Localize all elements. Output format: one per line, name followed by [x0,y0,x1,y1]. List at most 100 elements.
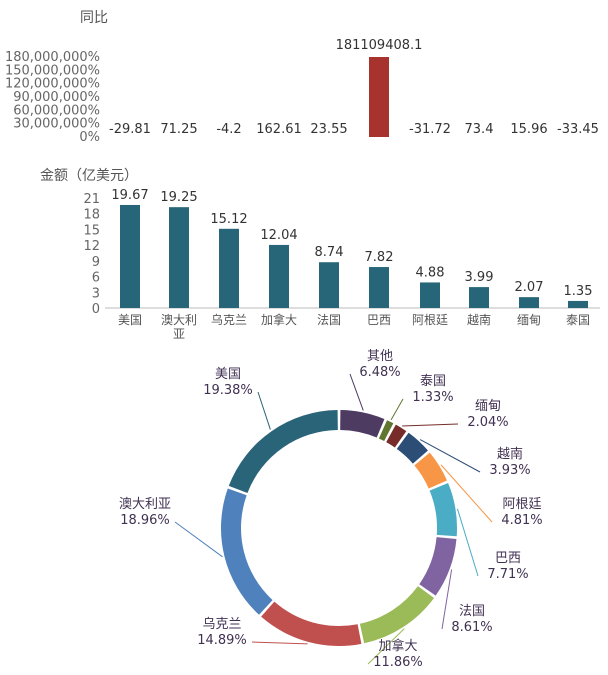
donut-percent-label: 19.38% [203,383,253,398]
donut-percent-label: 7.71% [487,567,528,582]
chart1-value-label: 71.25 [160,122,197,137]
donut-leader-line [257,391,271,430]
chart2-category-label: 越南 [467,312,491,327]
chart2-ytick: 21 [83,192,100,207]
donut-category-label: 越南 [497,446,523,462]
chart2-ytick: 0 [92,302,100,317]
donut-slice [228,410,338,494]
donut-slice [340,410,385,438]
chart2-category-label: 巴西 [367,313,391,327]
chart1-ytick: 90,000,000% [13,90,100,105]
donut-category-label: 缅甸 [475,399,501,414]
donut-leader-line [440,464,493,523]
donut-category-label: 美国 [215,367,241,382]
donut-percent-label: 14.89% [197,633,247,648]
chart2-value-label: 2.07 [515,280,544,295]
chart2-category-label: 缅甸 [517,313,541,327]
chart1-ytick: 60,000,000% [13,103,100,118]
chart2-value-label: 4.88 [416,265,445,280]
chart2-value-label: 19.25 [160,190,197,205]
donut-leader-line [456,508,479,577]
donut-category-label: 乌克兰 [202,616,241,632]
chart2-value-label: 12.04 [260,228,297,243]
chart1-bar [369,57,389,137]
chart1-ytick: 150,000,000% [5,63,100,78]
donut-category-label: 巴西 [495,551,521,566]
chart2-value-label: 15.12 [210,212,247,227]
chart2-value-label: 8.74 [315,245,344,260]
chart1-ytick: 180,000,000% [5,50,100,65]
chart2-ytick: 15 [83,223,100,238]
donut-category-label: 法国 [459,604,485,619]
chart2-bar [568,300,588,308]
chart2-ytick: 3 [92,286,100,301]
donut-percent-label: 6.48% [359,365,400,380]
chart1-value-label: -4.2 [216,122,241,137]
donut-slice [396,432,428,464]
chart2-bar [519,297,539,308]
chart2-bar [420,282,440,308]
donut-slice [261,601,362,646]
chart2-bar [269,244,289,308]
chart1-value-label: 23.55 [310,122,347,137]
chart1-value-label: 15.96 [510,122,547,137]
donut-slice [378,420,394,442]
donut-percent-label: 4.81% [501,513,542,528]
donut-slice [386,424,407,448]
chart2-bar [469,287,489,308]
donut-percent-label: 1.33% [412,390,453,405]
chart1-title: 同比 [80,10,108,26]
donut-slice [429,483,458,537]
chart2-value-label: 3.99 [465,270,494,285]
chart2-bar [169,207,189,308]
chart1-ytick: 30,000,000% [13,117,100,132]
chart2-bar [120,204,140,308]
chart2-ytick: 9 [92,255,100,270]
chart2-ytick: 6 [92,271,100,286]
chart1-ytick: 120,000,000% [5,77,100,92]
chart2-ytick: 12 [83,239,100,254]
chart2-bar [219,228,239,308]
donut-category-label: 加拿大 [378,638,417,654]
chart2-category-label: 美国 [118,313,142,327]
chart2-bar [319,262,339,308]
chart1-value-label: -33.45 [557,122,599,137]
chart2-value-label: 1.35 [564,284,593,299]
donut-slice [414,452,447,489]
donut-category-label: 泰国 [420,374,446,389]
chart2-category-label: 加拿大 [261,312,297,327]
donut-leader-line [251,641,308,645]
donut-category-label: 其他 [367,349,393,364]
chart2-ytick: 18 [83,208,100,223]
chart2-value-label: 7.82 [365,250,394,265]
chart2-bar [369,267,389,308]
donut-category-label: 阿根廷 [502,497,541,512]
chart2-value-label: 19.67 [111,188,148,203]
donut-slice [221,488,273,615]
chart2-title: 金额（亿美元） [40,168,138,184]
chart1-value-label: 73.4 [465,122,494,137]
donut-percent-label: 3.93% [489,463,530,478]
donut-leader-line [174,521,223,558]
chart2-category-label: 泰国 [566,313,590,327]
donut-percent-label: 2.04% [467,415,508,430]
donut-category-label: 澳大利亚 [119,496,171,512]
donut-slice [419,537,457,596]
chart1-value-label: 181109408.1 [336,38,423,53]
donut-leader-line [402,423,459,427]
donut-percent-label: 11.86% [373,655,423,670]
donut-leader-line [367,628,405,665]
chart2-category-label: 乌克兰 [211,312,247,327]
chart1-value-label: -29.81 [109,122,151,137]
donut-leader-line [390,398,404,421]
chart2-category-label: 阿根廷 [412,313,448,327]
donut-leader-line [441,569,453,630]
donut-leader-line [419,439,481,473]
chart1-ytick: 0% [79,130,100,145]
donut-slice [359,586,435,644]
donut-leader-line [349,373,364,411]
chart2-category-label: 法国 [317,313,341,327]
chart2-category-label: 澳大利亚 [161,313,197,341]
chart1-value-label: -31.72 [409,122,451,137]
